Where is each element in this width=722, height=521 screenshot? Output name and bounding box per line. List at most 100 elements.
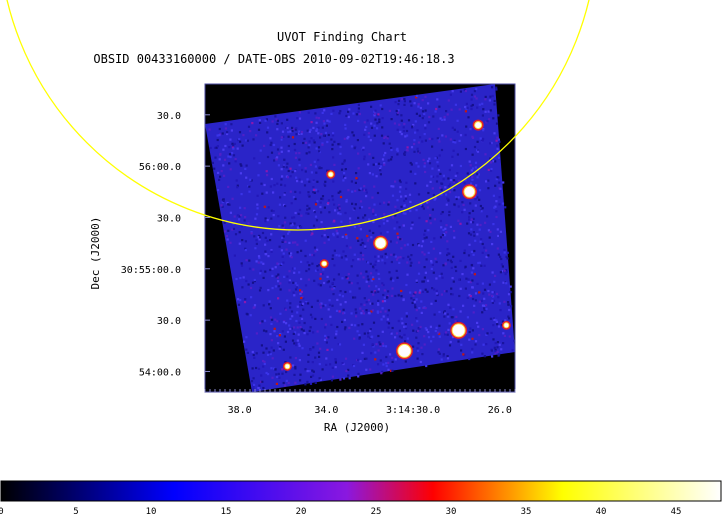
noise-pixel: [292, 196, 295, 199]
noise-pixel: [372, 345, 375, 348]
noise-pixel: [324, 180, 327, 183]
noise-pixel: [259, 236, 262, 239]
noise-pixel: [396, 199, 399, 202]
noise-pixel: [475, 87, 478, 91]
noise-pixel: [319, 136, 322, 139]
noise-pixel: [417, 272, 421, 275]
noise-pixel: [362, 258, 365, 261]
noise-pixel: [445, 224, 448, 227]
noise-pixel: [363, 155, 366, 158]
noise-pixel: [356, 282, 359, 285]
x-tick-label: 34.0: [314, 405, 338, 416]
noise-pixel: [503, 300, 506, 303]
noise-pixel: [320, 211, 323, 214]
noise-pixel: [429, 222, 432, 225]
noise-pixel: [305, 152, 308, 155]
noise-pixel: [418, 307, 421, 310]
noise-pixel: [427, 121, 431, 124]
noise-pixel: [361, 309, 364, 313]
noise-pixel: [363, 158, 366, 161]
star-core: [504, 323, 509, 328]
noise-pixel: [311, 253, 314, 257]
noise-pixel: [257, 174, 260, 177]
noise-pixel: [398, 179, 401, 182]
noise-pixel: [369, 302, 372, 305]
noise-pixel: [492, 338, 495, 341]
noise-pixel: [435, 107, 438, 111]
noise-pixel: [434, 299, 437, 302]
noise-pixel: [446, 113, 449, 116]
noise-pixel: [403, 152, 406, 155]
noise-pixel: [292, 332, 295, 335]
noise-pixel: [362, 312, 365, 315]
noise-pixel: [258, 162, 261, 165]
noise-pixel: [229, 155, 232, 159]
noise-pixel: [400, 133, 403, 136]
noise-pixel: [296, 117, 299, 120]
noise-pixel: [241, 286, 244, 289]
noise-pixel: [399, 130, 402, 133]
noise-pixel: [414, 306, 417, 309]
noise-pixel: [432, 115, 435, 118]
noise-pixel: [312, 254, 316, 257]
noise-pixel: [378, 341, 381, 344]
noise-pixel: [422, 280, 425, 283]
noise-pixel: [232, 154, 236, 157]
noise-pixel: [399, 180, 402, 184]
noise-pixel: [383, 154, 386, 157]
noise-pixel: [306, 129, 309, 132]
noise-pixel: [491, 243, 494, 246]
noise-pixel: [468, 218, 471, 221]
noise-pixel: [491, 299, 494, 302]
noise-pixel: [474, 204, 477, 207]
noise-pixel: [384, 135, 387, 138]
noise-pixel: [437, 165, 440, 168]
noise-pixel: [278, 376, 281, 379]
y-tick-label: 30.0: [157, 213, 181, 224]
noise-pixel: [477, 261, 480, 265]
noise-pixel: [456, 153, 459, 156]
star-core: [452, 324, 465, 337]
noise-pixel: [418, 327, 421, 330]
noise-pixel: [382, 293, 385, 297]
noise-pixel: [267, 289, 270, 292]
noise-pixel: [284, 308, 287, 311]
noise-pixel: [292, 281, 295, 284]
noise-pixel: [474, 239, 477, 242]
star-source: [282, 361, 292, 371]
noise-pixel: [365, 311, 368, 314]
noise-pixel: [357, 258, 360, 261]
noise-pixel: [381, 282, 384, 285]
noise-pixel: [377, 162, 381, 165]
noise-pixel: [416, 347, 419, 350]
noise-pixel: [279, 346, 282, 349]
noise-pixel: [321, 142, 324, 145]
noise-pixel: [262, 351, 265, 354]
noise-pixel: [396, 128, 399, 131]
noise-pixel: [478, 291, 481, 294]
noise-pixel: [484, 110, 487, 113]
noise-pixel: [341, 235, 344, 238]
noise-pixel: [367, 312, 370, 315]
noise-pixel: [285, 248, 288, 251]
noise-pixel: [403, 100, 406, 103]
noise-pixel: [496, 147, 499, 150]
noise-pixel: [216, 138, 219, 142]
noise-pixel: [286, 299, 289, 302]
noise-pixel: [432, 335, 435, 338]
noise-pixel: [416, 320, 419, 323]
noise-pixel: [400, 205, 403, 208]
noise-pixel: [280, 183, 283, 186]
noise-pixel: [258, 289, 262, 292]
noise-pixel: [442, 174, 445, 177]
noise-pixel: [280, 262, 283, 266]
noise-pixel: [416, 329, 420, 333]
noise-pixel: [325, 357, 328, 360]
noise-pixel: [323, 241, 326, 244]
noise-pixel: [345, 200, 348, 203]
noise-pixel: [439, 186, 442, 189]
noise-pixel: [299, 292, 302, 295]
noise-pixel: [219, 153, 222, 156]
noise-pixel: [383, 201, 386, 204]
noise-pixel: [305, 212, 308, 215]
